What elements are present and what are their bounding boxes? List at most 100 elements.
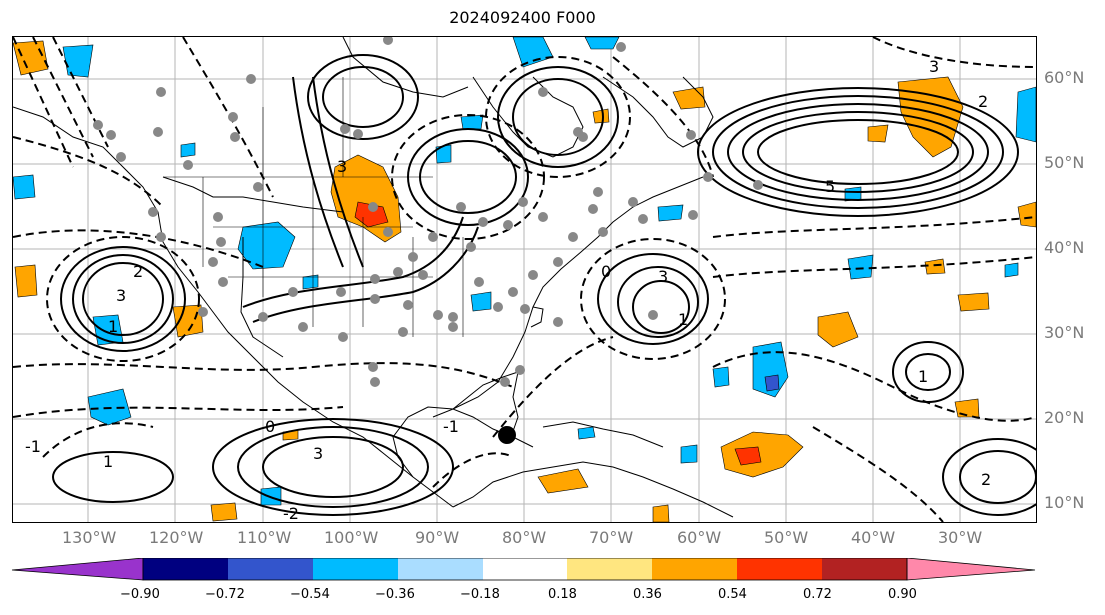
obs-dot [106, 130, 116, 140]
colorbar-segment [737, 558, 822, 580]
colorbar-tick-label: −0.18 [460, 587, 500, 602]
obs-dot [338, 332, 348, 342]
obs-dot [156, 232, 166, 242]
contour-label: 3 [116, 286, 126, 305]
contour-label: 2 [133, 262, 143, 281]
colorbar-extend-low [11, 558, 144, 581]
colorbar [11, 558, 1036, 581]
lon-label: 30°W [938, 528, 983, 547]
obs-dot [398, 327, 408, 337]
obs-dot [428, 232, 438, 242]
obs-dot [538, 87, 548, 97]
storm-center-marker [498, 426, 516, 444]
obs-dot [408, 252, 418, 262]
obs-dot [638, 214, 648, 224]
obs-dot [258, 312, 268, 322]
obs-dot [503, 220, 513, 230]
lat-label: 60°N [1044, 68, 1085, 87]
lat-label: 40°N [1044, 238, 1085, 257]
colorbar-tick-label: −0.54 [290, 587, 330, 602]
obs-dot [153, 127, 163, 137]
obs-dot [198, 307, 208, 317]
obs-dot [156, 87, 166, 97]
observation-dots [93, 37, 763, 387]
obs-dot [593, 187, 603, 197]
colorbar-tick-label: −0.72 [205, 587, 245, 602]
colorbar-segment [483, 558, 567, 580]
contour-label: 1 [918, 367, 928, 386]
obs-dot [340, 124, 350, 134]
obs-dot [253, 182, 263, 192]
obs-dot [403, 300, 413, 310]
contour-label: 2 [981, 470, 991, 489]
obs-dot [456, 202, 466, 212]
colorbar-tick-label: 0.90 [888, 587, 917, 602]
gridlines [13, 37, 1036, 522]
obs-dot [336, 287, 346, 297]
obs-dot [553, 317, 563, 327]
obs-dot [616, 42, 626, 52]
contour-lines [46, 54, 1036, 516]
map-canvas: 3 1 2 3 1 5 3 2 1 0 -1 -2 3 -1 0 1 2 3 [13, 37, 1036, 522]
obs-dot [370, 377, 380, 387]
lon-label: 70°W [589, 528, 634, 547]
obs-dot [246, 74, 256, 84]
contour-label-group: 3 1 2 3 1 5 3 2 1 0 -1 -2 3 -1 0 1 2 3 [25, 57, 991, 522]
colorbar-segment [313, 558, 398, 580]
contour-label: 3 [658, 267, 668, 286]
obs-dot [370, 294, 380, 304]
lon-label: 40°W [851, 528, 896, 547]
colorbar-segment [652, 558, 737, 580]
map-title: 2024092400 F000 [449, 8, 596, 27]
obs-dot [448, 322, 458, 332]
obs-dot [508, 287, 518, 297]
obs-dot [568, 232, 578, 242]
obs-dot [686, 130, 696, 140]
lon-label: 110°W [237, 528, 292, 547]
colorbar-segment [143, 558, 228, 580]
colorbar-segment [822, 558, 907, 580]
obs-dot [528, 270, 538, 280]
colorbar-tick-label: −0.36 [375, 587, 415, 602]
colorbar-segment [228, 558, 313, 580]
lat-label: 20°N [1044, 408, 1085, 427]
obs-dot [213, 212, 223, 222]
obs-dot [93, 120, 103, 130]
contour-label: 1 [103, 452, 113, 471]
contour-label: 1 [678, 310, 688, 329]
contour-label: 3 [313, 444, 323, 463]
obs-dot [370, 274, 380, 284]
obs-dot [688, 210, 698, 220]
colorbar-tick-label: 0.54 [718, 587, 747, 602]
obs-dot [148, 207, 158, 217]
obs-dot [418, 270, 428, 280]
lon-label: 60°W [677, 528, 722, 547]
colorbar-tick-label: 0.18 [548, 587, 577, 602]
contour-label: 5 [825, 177, 835, 196]
colorbar-tick-label: 0.36 [633, 587, 662, 602]
obs-dot [116, 152, 126, 162]
obs-dot [628, 197, 638, 207]
obs-dot [228, 112, 238, 122]
obs-dot [648, 310, 658, 320]
obs-dot [474, 277, 484, 287]
obs-dot [493, 302, 503, 312]
obs-dot [353, 129, 363, 139]
contour-label: 3 [337, 157, 347, 176]
colorbar-segment [398, 558, 483, 580]
obs-dot [515, 365, 525, 375]
obs-dot [218, 277, 228, 287]
obs-dot [368, 202, 378, 212]
obs-dot [753, 180, 763, 190]
colorbar-segment [567, 558, 652, 580]
obs-dot [298, 322, 308, 332]
contour-label: -1 [25, 437, 41, 456]
lat-label: 50°N [1044, 153, 1085, 172]
obs-dot [588, 204, 598, 214]
obs-dot [703, 172, 713, 182]
lon-label: 50°W [764, 528, 809, 547]
obs-dot [208, 257, 218, 267]
obs-dot [466, 242, 476, 252]
colorbar-frame [142, 558, 908, 581]
obs-dot [553, 257, 563, 267]
